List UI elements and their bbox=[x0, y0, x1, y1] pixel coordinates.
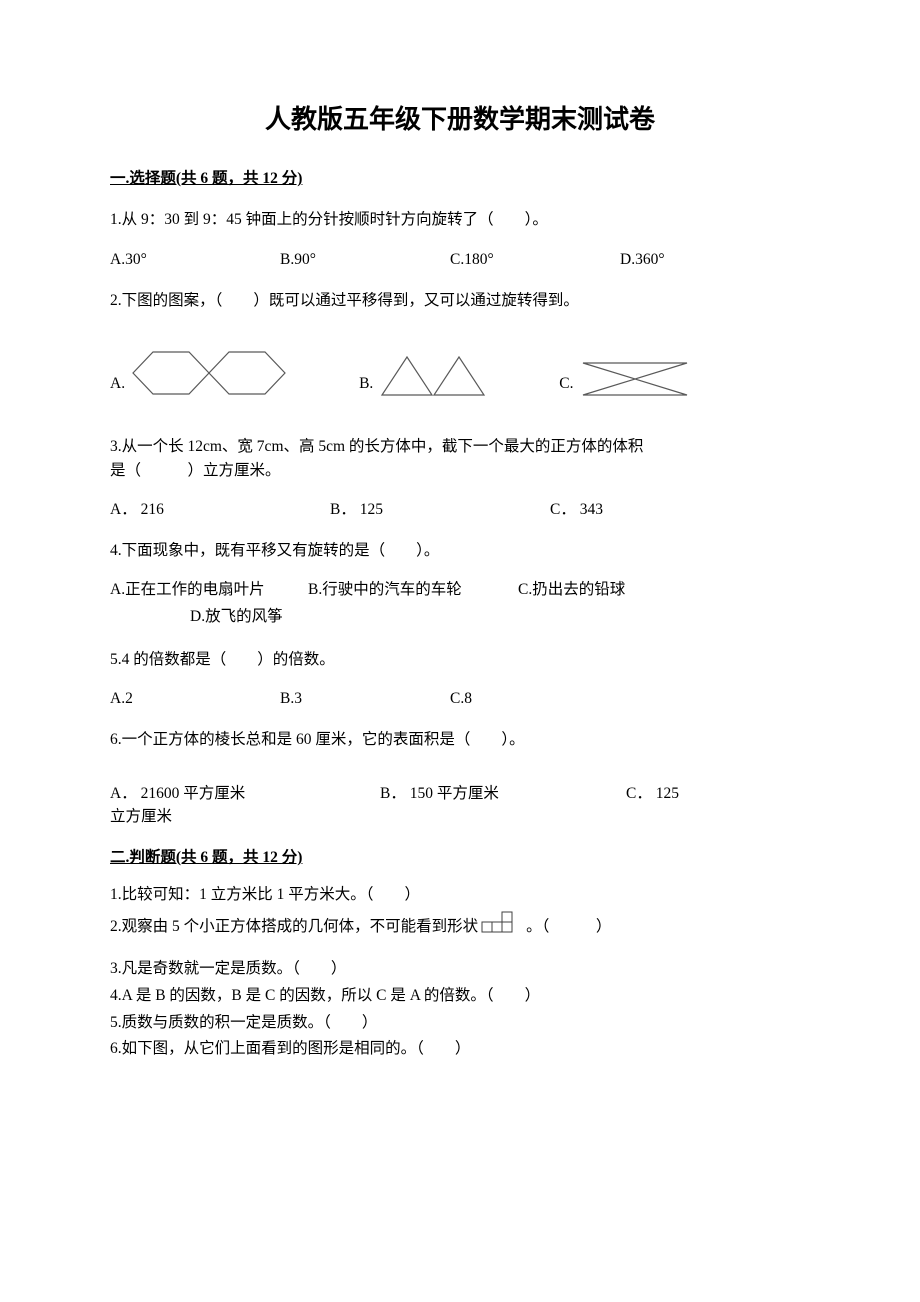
tf-question-3: 3.凡是奇数就一定是质数。（ ） bbox=[110, 957, 810, 982]
q3-option-a: A． 216 bbox=[110, 498, 330, 521]
q2-triangles-icon bbox=[379, 354, 489, 405]
section2-header: 二.判断题(共 6 题，共 12 分) bbox=[110, 846, 810, 869]
tf-question-5: 5.质数与质数的积一定是质数。（ ） bbox=[110, 1011, 810, 1036]
q4-option-c: C.扔出去的铅球 bbox=[518, 578, 625, 603]
question-5-text: 5.4 的倍数都是（ ）的倍数。 bbox=[110, 648, 810, 671]
question-4: 4.下面现象中，既有平移又有旋转的是（ ）。 A.正在工作的电扇叶片 B.行驶中… bbox=[110, 539, 810, 630]
q4-option-b: B.行驶中的汽车的车轮 bbox=[308, 578, 518, 603]
q6-option-b: B． 150 平方厘米 bbox=[380, 782, 626, 805]
q1-option-b: B.90° bbox=[280, 248, 450, 271]
q5-option-b: B.3 bbox=[280, 687, 450, 710]
question-1-options: A.30° B.90° C.180° D.360° bbox=[110, 248, 810, 271]
question-6: 6.一个正方体的棱长总和是 60 厘米，它的表面积是（ ）。 A． 21600 … bbox=[110, 728, 810, 828]
question-4-options: A.正在工作的电扇叶片 B.行驶中的汽车的车轮 C.扔出去的铅球 D.放飞的风筝 bbox=[110, 578, 810, 630]
q3-option-b: B． 125 bbox=[330, 498, 550, 521]
q5-option-c: C.8 bbox=[450, 687, 620, 710]
section1-header: 一.选择题(共 6 题，共 12 分) bbox=[110, 167, 810, 190]
question-1-text: 1.从 9：30 到 9：45 钟面上的分针按顺时针方向旋转了（ ）。 bbox=[110, 208, 810, 231]
question-3-text-line1: 3.从一个长 12cm、宽 7cm、高 5cm 的长方体中，截下一个最大的正方体… bbox=[110, 435, 810, 458]
question-6-options: A． 21600 平方厘米 B． 150 平方厘米 C． 125 bbox=[110, 782, 810, 805]
question-3-text-line2: 是（ ）立方厘米。 bbox=[110, 459, 810, 482]
q6-option-c-line2: 立方厘米 bbox=[110, 805, 810, 828]
q2-bowtie-icon bbox=[580, 360, 690, 405]
question-2-options: A. B. C. bbox=[110, 348, 810, 405]
page-title: 人教版五年级下册数学期末测试卷 bbox=[110, 100, 810, 139]
question-5: 5.4 的倍数都是（ ）的倍数。 A.2 B.3 C.8 bbox=[110, 648, 810, 711]
tf-question-6: 6.如下图，从它们上面看到的图形是相同的。（ ） bbox=[110, 1037, 810, 1062]
question-2: 2.下图的图案，（ ）既可以通过平移得到，又可以通过旋转得到。 A. B. C. bbox=[110, 289, 810, 406]
tf-question-2: 2.观察由 5 个小正方体搭成的几何体，不可能看到形状 。（ ） bbox=[110, 910, 810, 945]
q2-option-a-label: A. bbox=[110, 372, 125, 405]
q1-option-c: C.180° bbox=[450, 248, 620, 271]
q1-option-d: D.360° bbox=[620, 248, 790, 271]
question-2-text: 2.下图的图案，（ ）既可以通过平移得到，又可以通过旋转得到。 bbox=[110, 289, 810, 312]
q2-option-b-label: B. bbox=[359, 372, 373, 405]
tf-question-4: 4.A 是 B 的因数，B 是 C 的因数，所以 C 是 A 的倍数。（ ） bbox=[110, 984, 810, 1009]
tf-question-2-text-a: 2.观察由 5 个小正方体搭成的几何体，不可能看到形状 bbox=[110, 915, 478, 940]
tf-question-1: 1.比较可知：1 立方米比 1 平方米大。（ ） bbox=[110, 883, 810, 908]
q2-hexagons-icon bbox=[131, 348, 289, 405]
q4-option-d: D.放飞的风筝 bbox=[110, 605, 810, 630]
question-1: 1.从 9：30 到 9：45 钟面上的分针按顺时针方向旋转了（ ）。 A.30… bbox=[110, 208, 810, 271]
q4-option-a: A.正在工作的电扇叶片 bbox=[110, 578, 308, 603]
question-6-text: 6.一个正方体的棱长总和是 60 厘米，它的表面积是（ ）。 bbox=[110, 728, 810, 751]
tf-question-2-text-b: 。（ ） bbox=[526, 915, 611, 940]
question-4-text: 4.下面现象中，既有平移又有旋转的是（ ）。 bbox=[110, 539, 810, 562]
q3-option-c: C． 343 bbox=[550, 498, 770, 521]
q6-option-a: A． 21600 平方厘米 bbox=[110, 782, 380, 805]
q6-option-c: C． 125 bbox=[626, 782, 679, 805]
question-3-options: A． 216 B． 125 C． 343 bbox=[110, 498, 810, 521]
q1-option-a: A.30° bbox=[110, 248, 280, 271]
q5-option-a: A.2 bbox=[110, 687, 280, 710]
tf2-cube-shape-icon bbox=[480, 910, 524, 945]
question-3: 3.从一个长 12cm、宽 7cm、高 5cm 的长方体中，截下一个最大的正方体… bbox=[110, 435, 810, 521]
question-5-options: A.2 B.3 C.8 bbox=[110, 687, 810, 710]
q2-option-c-label: C. bbox=[559, 372, 573, 405]
